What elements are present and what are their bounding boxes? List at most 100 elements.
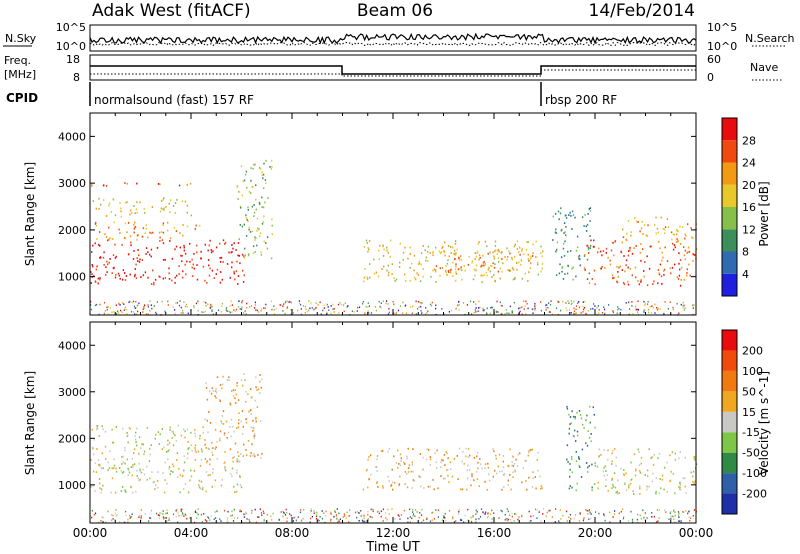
data-cell (150, 283, 153, 285)
data-cell (193, 305, 195, 307)
data-cell (605, 485, 607, 487)
data-cell (236, 427, 238, 429)
data-cell (678, 262, 680, 265)
nsearch-tick-high: 10^5 (707, 21, 737, 34)
data-cell (261, 452, 263, 455)
data-cell (411, 461, 413, 464)
data-cell (604, 313, 606, 316)
data-cell (527, 241, 529, 243)
data-cell (608, 304, 610, 306)
data-cell (554, 212, 557, 215)
data-cell (370, 508, 372, 511)
data-cell (399, 242, 401, 245)
data-cell (482, 274, 484, 277)
data-cell (634, 266, 637, 269)
data-cell (206, 520, 208, 522)
data-cell (115, 273, 117, 276)
data-cell (528, 271, 530, 274)
data-cell (162, 231, 165, 234)
data-cell (426, 517, 428, 519)
colorbar-frame (721, 329, 738, 515)
data-cell (179, 491, 181, 494)
data-cell (382, 486, 384, 489)
data-cell (363, 514, 365, 517)
data-cell (560, 518, 562, 520)
data-cell (126, 435, 128, 438)
data-cell (432, 254, 434, 257)
data-cell (255, 237, 257, 239)
data-cell (440, 251, 443, 253)
data-cell (502, 455, 505, 457)
data-cell (238, 190, 240, 193)
data-cell (237, 283, 239, 285)
data-cell (477, 467, 479, 470)
data-cell (649, 306, 651, 308)
data-cell (310, 510, 312, 512)
data-cell (524, 305, 526, 307)
data-cell (199, 224, 201, 227)
data-cell (693, 304, 695, 306)
data-cell (376, 511, 379, 513)
data-cell (398, 483, 401, 486)
data-cell (435, 461, 438, 464)
data-cell (446, 274, 448, 276)
nsky-label: N.Sky (5, 32, 37, 45)
data-cell (227, 517, 229, 519)
data-cell (282, 515, 284, 518)
data-cell (162, 224, 164, 226)
data-cell (180, 254, 182, 257)
data-cell (618, 266, 620, 269)
data-cell (197, 508, 199, 510)
data-cell (145, 224, 147, 227)
data-cell (566, 309, 568, 312)
data-cell (630, 461, 632, 464)
data-cell (562, 300, 564, 303)
data-cell (659, 247, 661, 250)
data-cell (188, 447, 190, 449)
data-cell (238, 460, 241, 463)
data-cell (566, 272, 569, 275)
data-cell (617, 270, 619, 273)
data-cell (611, 487, 613, 490)
data-cell (616, 312, 618, 315)
data-cell (236, 472, 238, 474)
data-cell (646, 255, 648, 258)
data-cell (271, 224, 273, 227)
data-cell (251, 185, 253, 188)
data-cell (243, 443, 245, 446)
data-cell (144, 513, 146, 515)
data-cell (512, 268, 515, 271)
data-cell (657, 307, 659, 310)
data-cell (102, 467, 104, 470)
data-cell (651, 512, 653, 514)
data-cell (91, 509, 93, 512)
data-cell (537, 273, 539, 276)
data-cell (261, 222, 264, 225)
data-cell (480, 508, 483, 510)
data-cell (115, 470, 118, 473)
data-cell (148, 520, 150, 522)
data-cell (585, 508, 587, 511)
data-cell (163, 209, 165, 211)
data-cell (397, 467, 399, 469)
data-cell (447, 269, 450, 272)
data-cell (200, 458, 203, 461)
data-cell (260, 512, 263, 514)
data-cell (461, 278, 463, 281)
data-cell (590, 440, 592, 443)
data-cell (484, 240, 487, 243)
data-cell (506, 258, 508, 261)
data-cell (295, 519, 297, 522)
data-cell (256, 244, 258, 247)
data-cell (237, 517, 239, 519)
data-cell (90, 308, 93, 311)
data-cell (102, 256, 105, 259)
data-cell (585, 442, 587, 445)
data-cell (674, 452, 676, 455)
data-cell (378, 258, 380, 261)
data-cell (368, 312, 370, 314)
data-cell (183, 455, 185, 457)
data-cell (444, 254, 446, 257)
data-cell (651, 305, 653, 307)
data-cell (473, 457, 476, 459)
